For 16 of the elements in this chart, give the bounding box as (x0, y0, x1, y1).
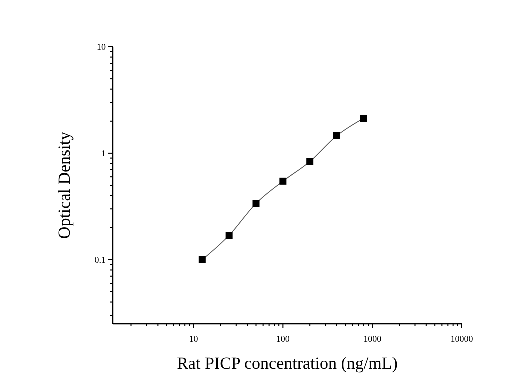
x-tick-label: 10 (189, 334, 199, 344)
y-tick-label: 0.1 (94, 254, 106, 265)
y-tick-label: 1 (102, 148, 106, 158)
x-tick-label: 1000 (364, 334, 382, 344)
point (306, 158, 314, 166)
y-tick-label: 10 (97, 42, 106, 52)
x-tick-label: 10000 (450, 334, 474, 344)
x-axis-title: Rat PICP concentration (ng/mL) (177, 354, 398, 373)
point (252, 200, 260, 208)
point (198, 256, 206, 264)
y-axis-title: Optical Density (55, 131, 74, 240)
point (360, 114, 368, 122)
point (334, 132, 340, 140)
x-tick-label: 100 (276, 334, 290, 344)
point (280, 178, 287, 185)
point (226, 232, 233, 240)
